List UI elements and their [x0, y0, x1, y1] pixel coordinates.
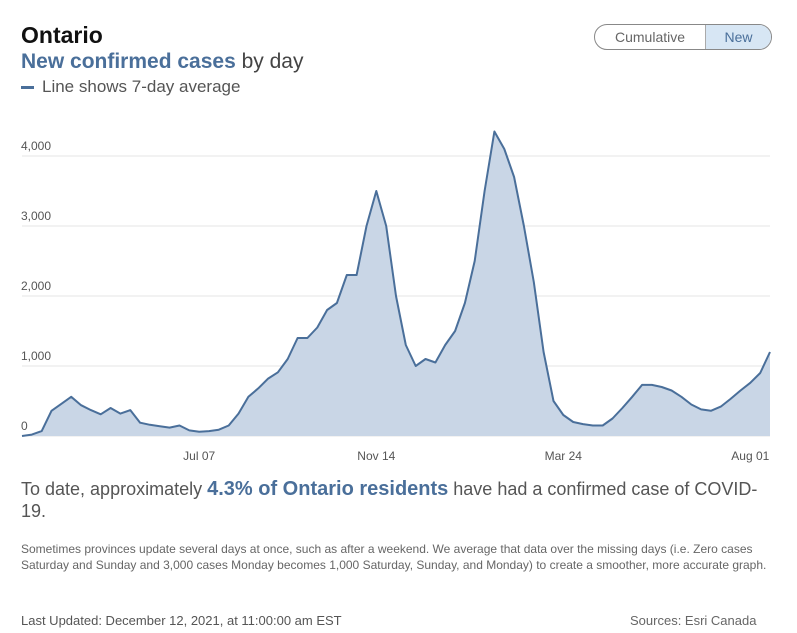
x-tick-label: Nov 14	[357, 449, 395, 463]
subtitle-metric: New confirmed cases	[21, 50, 236, 73]
legend: Line shows 7-day average	[21, 77, 240, 97]
summary-highlight: 4.3% of Ontario residents	[207, 478, 449, 500]
y-tick-label: 0	[21, 419, 28, 433]
seven-day-average-line	[21, 130, 771, 437]
cases-area	[22, 131, 770, 436]
chart-subtitle: New confirmed cases by day	[21, 50, 303, 74]
subtitle-period: by day	[235, 50, 304, 73]
x-tick-label: Aug 01	[731, 449, 769, 463]
legend-line-swatch	[21, 86, 34, 90]
x-tick-label: Jul 07	[183, 449, 215, 463]
sources-credit: Sources: Esri Canada	[630, 613, 757, 628]
region-title: Ontario	[21, 22, 103, 48]
y-tick-label: 3,000	[21, 209, 51, 223]
summary-prefix: To date, approximately	[21, 479, 208, 499]
last-updated: Last Updated: December 12, 2021, at 11:0…	[21, 613, 342, 628]
legend-label: Line shows 7-day average	[42, 77, 241, 96]
view-toggle: Cumulative New	[594, 24, 772, 50]
y-tick-label: 4,000	[21, 139, 51, 153]
x-tick-label: Mar 24	[545, 449, 583, 463]
cumulative-toggle-button[interactable]: Cumulative	[595, 25, 706, 49]
y-tick-label: 2,000	[21, 279, 51, 293]
averaging-note: Sometimes provinces update several days …	[21, 542, 767, 572]
new-toggle-button[interactable]: New	[706, 25, 771, 49]
summary-text: To date, approximately 4.3% of Ontario r…	[21, 478, 781, 522]
summary-suffix: have had a confirmed case of COVID-19.	[21, 479, 758, 521]
cases-chart: 0 1,000 2,000 3,000 4,000 Jul 07 Nov 14 Mar 24 A…	[21, 130, 771, 463]
y-tick-label: 1,000	[21, 349, 51, 363]
